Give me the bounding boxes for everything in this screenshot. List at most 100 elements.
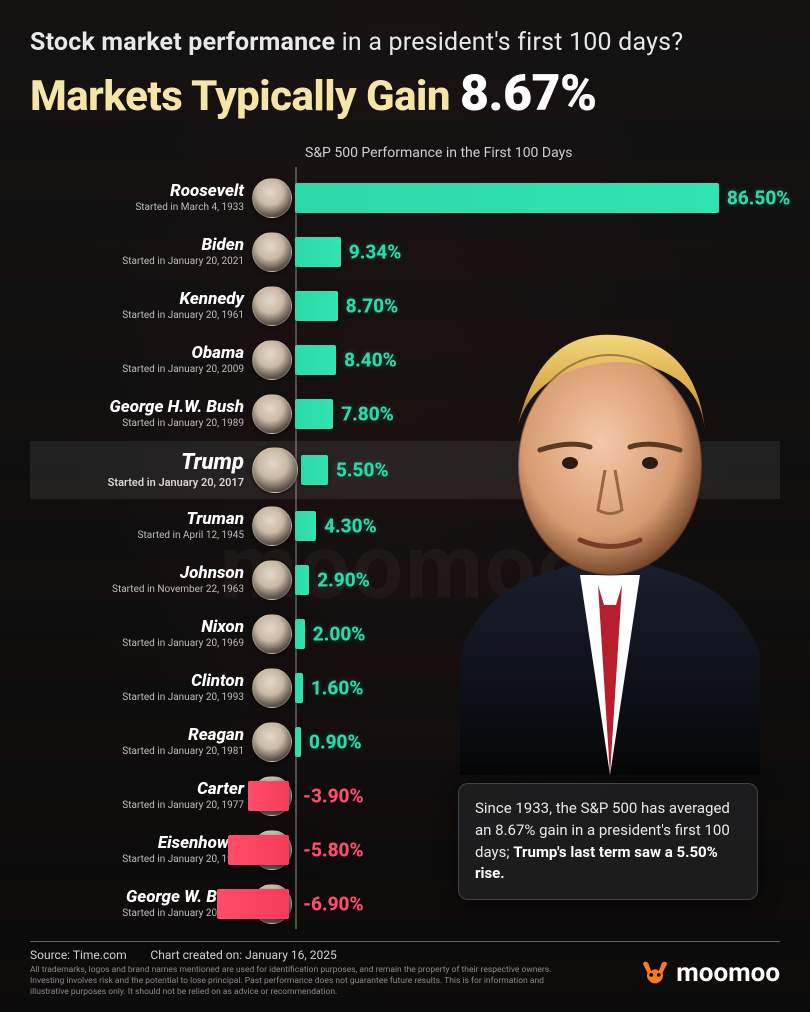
performance-bar xyxy=(295,345,336,375)
president-label-col: BidenStarted in January 20, 2021 xyxy=(30,237,250,268)
president-row: NixonStarted in January 20, 1969 2.00% xyxy=(30,607,780,661)
president-start-date: Started in April 12, 1945 xyxy=(138,530,244,541)
president-portrait xyxy=(252,668,292,708)
president-label-col: CarterStarted in January 20, 1977 xyxy=(30,781,250,812)
president-row: RooseveltStarted in March 4, 1933 86.50% xyxy=(30,171,780,225)
performance-value: 2.00% xyxy=(313,623,366,646)
title-bold-prefix: Stock market performance xyxy=(30,28,335,57)
bar-column: 2.00% xyxy=(295,607,780,661)
bar-column: 8.70% xyxy=(295,279,780,333)
bar-column: 9.34% xyxy=(295,225,780,279)
president-row: Trump Started in January 20, 2017 5.50% xyxy=(30,441,780,499)
title-suffix: in a president's first 100 days? xyxy=(335,28,683,57)
performance-bar xyxy=(295,237,341,267)
performance-bar xyxy=(217,889,289,919)
president-label-col: ClintonStarted in January 20, 1993 xyxy=(30,673,250,704)
president-start-date: Started in January 20, 1989 xyxy=(122,418,244,429)
performance-bar xyxy=(301,455,328,485)
performance-bar xyxy=(295,565,309,595)
brand-text: moomoo xyxy=(676,958,780,988)
created-label: Chart created on: January 16, 2025 xyxy=(150,948,336,962)
performance-bar xyxy=(295,183,719,213)
performance-value: 2.90% xyxy=(317,569,370,592)
president-name: Reagan xyxy=(188,727,244,745)
president-start-date: Started in January 20, 1961 xyxy=(122,310,244,321)
president-start-date: Started in January 20, 2009 xyxy=(122,364,244,375)
president-name: Carter xyxy=(197,781,244,799)
bar-column: 86.50% xyxy=(295,171,780,225)
performance-value: -6.90% xyxy=(303,893,364,916)
president-label-col: JohnsonStarted in November 22, 1963 xyxy=(30,565,250,596)
president-row: TrumanStarted in April 12, 1945 4.30% xyxy=(30,499,780,553)
callout-box: Since 1933, the S&P 500 has averaged an … xyxy=(458,783,758,900)
president-start-date: Started in January 20, 1969 xyxy=(122,638,244,649)
chart-axis-label: S&P 500 Performance in the First 100 Day… xyxy=(305,145,572,161)
president-label-col: ObamaStarted in January 20, 2009 xyxy=(30,345,250,376)
president-portrait xyxy=(252,394,292,434)
president-start-date: Started in January 20, 2017 xyxy=(108,476,244,489)
title-line-2: Markets Typically Gain 8.67% xyxy=(30,65,780,123)
title-line-1: Stock market performance in a president'… xyxy=(30,28,780,57)
president-row: George H.W. BushStarted in January 20, 1… xyxy=(30,387,780,441)
president-name: Clinton xyxy=(191,673,244,691)
title-gain-prefix: Markets Typically Gain xyxy=(30,72,460,121)
footer: Source: Time.com Chart created on: Janua… xyxy=(30,941,780,998)
bar-column: 5.50% xyxy=(301,441,780,499)
president-portrait xyxy=(252,614,292,654)
footer-disclaimer: All trademarks, logos and brand names me… xyxy=(30,965,560,998)
performance-bar xyxy=(228,835,289,865)
president-label-col: RooseveltStarted in March 4, 1933 xyxy=(30,183,250,214)
president-portrait xyxy=(252,560,292,600)
brand-logo: moomoo xyxy=(640,958,780,988)
president-name: Biden xyxy=(201,237,244,255)
president-portrait xyxy=(252,340,292,380)
performance-bar xyxy=(295,291,338,321)
president-name: Johnson xyxy=(180,565,244,583)
performance-value: 4.30% xyxy=(324,515,377,538)
president-row: JohnsonStarted in November 22, 1963 2.90% xyxy=(30,553,780,607)
president-start-date: Started in January 20, 1981 xyxy=(122,746,244,757)
president-start-date: Started in November 22, 1963 xyxy=(112,584,244,595)
president-portrait xyxy=(252,447,298,493)
moomoo-bull-icon xyxy=(640,958,670,988)
performance-value: -3.90% xyxy=(303,785,364,808)
performance-bar xyxy=(295,511,316,541)
performance-value: 0.90% xyxy=(309,731,362,754)
president-name: Obama xyxy=(192,345,245,363)
president-label-col: ReaganStarted in January 20, 1981 xyxy=(30,727,250,758)
president-portrait xyxy=(252,722,292,762)
president-portrait xyxy=(252,178,292,218)
bar-column: 2.90% xyxy=(295,553,780,607)
bar-column: 7.80% xyxy=(295,387,780,441)
president-label-col: NixonStarted in January 20, 1969 xyxy=(30,619,250,650)
president-label-col: EisenhowerStarted in January 20, 1953 xyxy=(30,835,250,866)
bar-column: 8.40% xyxy=(295,333,780,387)
president-row: ObamaStarted in January 20, 2009 8.40% xyxy=(30,333,780,387)
performance-bar xyxy=(295,727,301,757)
performance-bar xyxy=(295,399,333,429)
president-name: Kennedy xyxy=(180,291,244,309)
president-label-col: Trump Started in January 20, 2017 xyxy=(30,451,250,489)
performance-value: 86.50% xyxy=(727,187,791,210)
president-label-col: KennedyStarted in January 20, 1961 xyxy=(30,291,250,322)
performance-value: -5.80% xyxy=(303,839,364,862)
performance-value: 8.70% xyxy=(346,295,399,318)
president-start-date: Started in January 20, 1977 xyxy=(122,800,244,811)
president-name: Truman xyxy=(187,511,244,529)
performance-value: 8.40% xyxy=(344,349,397,372)
president-row: BidenStarted in January 20, 2021 9.34% xyxy=(30,225,780,279)
infographic-container: Stock market performance in a president'… xyxy=(0,0,810,935)
president-row: KennedyStarted in January 20, 1961 8.70% xyxy=(30,279,780,333)
performance-bar xyxy=(295,673,303,703)
president-name: Nixon xyxy=(201,619,244,637)
bar-column: 1.60% xyxy=(295,661,780,715)
president-portrait xyxy=(252,506,292,546)
president-name: Trump xyxy=(181,451,244,474)
president-row: ClintonStarted in January 20, 1993 1.60% xyxy=(30,661,780,715)
bar-column: 0.90% xyxy=(295,715,780,769)
source-label: Source: Time.com xyxy=(30,948,127,962)
president-name: Roosevelt xyxy=(170,183,244,201)
president-start-date: Started in January 20, 2021 xyxy=(122,256,244,267)
performance-value: 5.50% xyxy=(336,459,389,482)
chart-area: S&P 500 Performance in the First 100 Day… xyxy=(30,145,780,935)
